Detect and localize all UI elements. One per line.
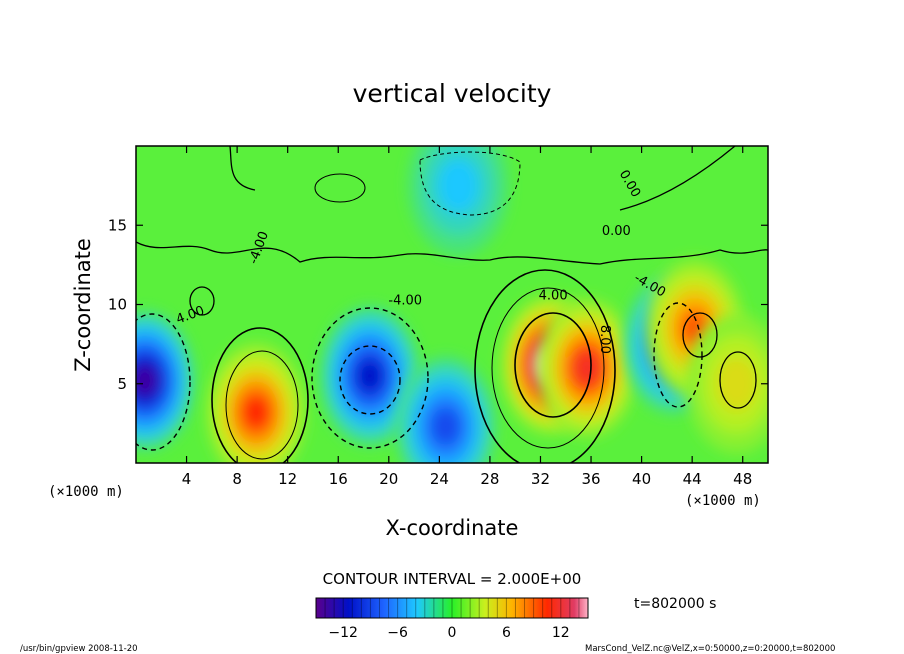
- contour-line: [314, 173, 366, 203]
- x-tick-label: 44: [683, 470, 702, 488]
- velocity-extremum: [537, 297, 638, 438]
- footer-left: /usr/bin/gpview 2008-11-20: [20, 644, 138, 654]
- colorbar-tick-label: −6: [387, 625, 408, 641]
- velocity-extremum: [206, 342, 307, 463]
- x-tick-label: 48: [733, 470, 752, 488]
- contour-label: -4.00: [388, 294, 422, 309]
- colorbar: [315, 597, 589, 619]
- velocity-field: [136, 146, 768, 463]
- x-tick-label: 20: [379, 470, 398, 488]
- velocity-extremum: [395, 356, 496, 463]
- x-tick-label: 4: [182, 470, 192, 488]
- y-tick-label: 15: [108, 216, 127, 234]
- contour-line: [719, 351, 757, 409]
- x-tick-label: 32: [531, 470, 550, 488]
- contour-line: [491, 287, 605, 449]
- contour-line: [682, 312, 718, 358]
- contour-interval: CONTOUR INTERVAL = 2.000E+00: [323, 570, 582, 588]
- contour-line: [211, 327, 309, 463]
- velocity-extremum: [136, 310, 195, 451]
- contour-line: [514, 312, 592, 418]
- x-tick-label: 40: [632, 470, 651, 488]
- contour-lines: [136, 146, 768, 463]
- y-tick-label: 5: [117, 375, 127, 393]
- contour-line: [474, 269, 616, 463]
- x-tick-label: 36: [581, 470, 600, 488]
- contour-line: [419, 151, 521, 216]
- contour-line: [311, 307, 429, 449]
- y-axis-label: Z-coordinate: [71, 238, 95, 372]
- contour-line: [229, 146, 256, 191]
- x-tick-label: 24: [430, 470, 449, 488]
- contour-line: [189, 286, 215, 316]
- y-tick-label: 10: [108, 296, 127, 314]
- x-tick-label: 16: [329, 470, 348, 488]
- x-unit-left: (×1000 m): [48, 484, 124, 500]
- x-axis-label: X-coordinate: [386, 516, 519, 540]
- contour-line: [136, 241, 768, 265]
- velocity-extremum: [408, 146, 509, 256]
- contour-line: [225, 350, 299, 460]
- colorbar-tick-label: 12: [552, 625, 570, 641]
- contour-label: 8.00: [597, 325, 612, 354]
- colorbar-tick-label: 6: [502, 625, 511, 641]
- velocity-extremum: [686, 313, 768, 454]
- chart-title: vertical velocity: [353, 79, 552, 108]
- x-tick-label: 28: [480, 470, 499, 488]
- footer-right: MarsCond_VelZ.nc@VelZ,x=0:50000,z=0:2000…: [585, 644, 835, 654]
- x-unit-right: (×1000 m): [685, 493, 761, 509]
- x-tick-label: 12: [278, 470, 297, 488]
- colorbar-tick-label: −12: [328, 625, 358, 641]
- time-label: t=802000 s: [634, 596, 716, 612]
- contour-label: 4.00: [539, 289, 568, 304]
- colorbar-tick-label: 0: [448, 625, 457, 641]
- contour-line: [653, 302, 703, 408]
- contour-label: 0.00: [602, 224, 631, 239]
- x-tick-label: 8: [232, 470, 242, 488]
- contour-line: [619, 146, 736, 211]
- contour-line: [339, 345, 401, 415]
- velocity-extremum: [319, 305, 420, 446]
- contour-line: [136, 313, 191, 451]
